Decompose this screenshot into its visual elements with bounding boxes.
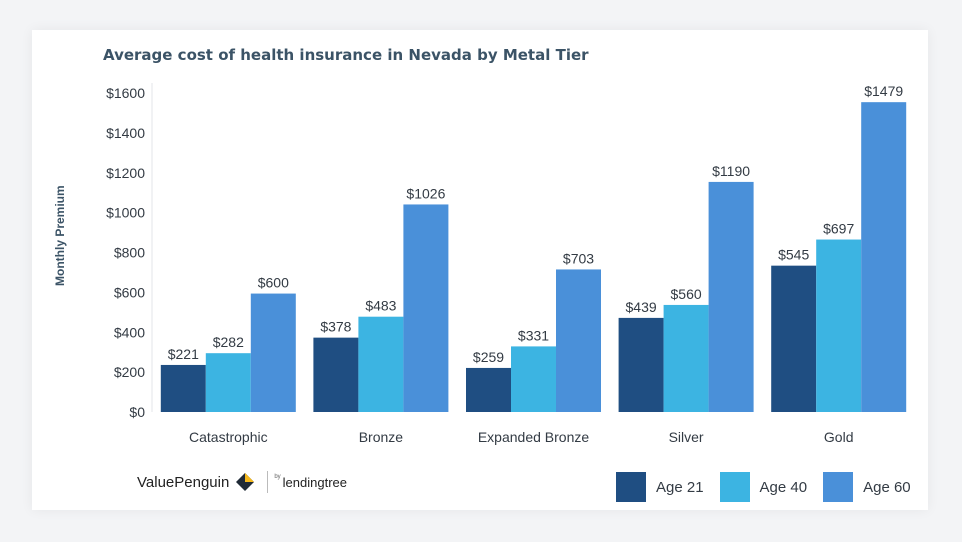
legend-swatch: [823, 472, 854, 502]
y-tick-label: $1600: [106, 85, 145, 101]
y-tick-label: $1400: [106, 125, 145, 141]
branding-logo: ValuePenguin by lendingtree: [137, 470, 347, 494]
bar-value-label: $378: [320, 319, 351, 335]
y-tick-label: $400: [114, 324, 145, 340]
bar-age-21: [466, 367, 511, 412]
x-category-label: Expanded Bronze: [478, 429, 590, 445]
legend-item: Age 21: [616, 472, 704, 502]
bar-age-21: [313, 337, 359, 412]
lendingtree-wordmark: lendingtree: [282, 474, 347, 490]
x-category-label: Silver: [669, 429, 704, 445]
legend-label: Age 60: [863, 478, 911, 496]
bar-value-label: $282: [213, 334, 244, 350]
bar-age-40: [663, 304, 709, 412]
chart-title: Average cost of health insurance in Neva…: [103, 46, 589, 64]
legend-swatch: [719, 472, 750, 502]
chart-legend: Age 21 Age 40 Age 60: [616, 472, 927, 502]
bar-value-label: $1026: [406, 185, 445, 201]
bar-value-label: $560: [671, 286, 702, 302]
bar-value-label: $331: [518, 327, 549, 343]
bar-age-60: [556, 269, 601, 412]
legend-item: Age 60: [823, 472, 911, 502]
bar-age-40: [358, 316, 404, 412]
bar-value-label: $600: [258, 275, 289, 291]
legend-swatch: [616, 472, 646, 502]
bar-age-21: [160, 364, 206, 412]
bar-age-40: [816, 239, 862, 412]
logo-divider: [267, 471, 269, 493]
bar-value-label: $439: [626, 299, 657, 315]
bar-value-label: $483: [365, 298, 396, 314]
bar-age-21: [618, 317, 664, 412]
x-category-label: Bronze: [359, 429, 404, 445]
bar-value-label: $545: [778, 247, 809, 263]
legend-label: Age 40: [759, 478, 808, 496]
y-tick-label: $0: [129, 404, 145, 420]
bar-age-60: [403, 204, 449, 412]
logo-by-text: by: [274, 474, 281, 480]
bar-value-label: $1479: [864, 83, 903, 99]
y-tick-label: $600: [114, 284, 145, 300]
y-tick-label: $200: [114, 364, 145, 380]
penguin-logo-icon: [236, 473, 255, 491]
bar-value-label: $703: [563, 250, 594, 266]
bar-age-21: [771, 265, 817, 412]
bar-value-label: $697: [823, 221, 854, 237]
bar-value-label: $221: [168, 346, 199, 362]
bar-value-label: $259: [473, 349, 504, 365]
bar-age-40: [205, 353, 251, 412]
valuepenguin-wordmark: ValuePenguin: [137, 473, 230, 491]
bar-age-60: [861, 102, 907, 412]
y-tick-label: $800: [114, 245, 145, 261]
x-category-label: Catastrophic: [189, 429, 268, 445]
legend-label: Age 21: [656, 478, 704, 496]
bar-age-60: [250, 293, 296, 412]
legend-item: Age 40: [719, 472, 808, 502]
bar-age-40: [511, 346, 556, 412]
bar-age-60: [708, 181, 754, 412]
bar-value-label: $1190: [712, 163, 750, 179]
y-tick-label: $1000: [106, 205, 145, 221]
y-tick-label: $1200: [106, 165, 145, 181]
x-category-label: Gold: [824, 429, 854, 445]
